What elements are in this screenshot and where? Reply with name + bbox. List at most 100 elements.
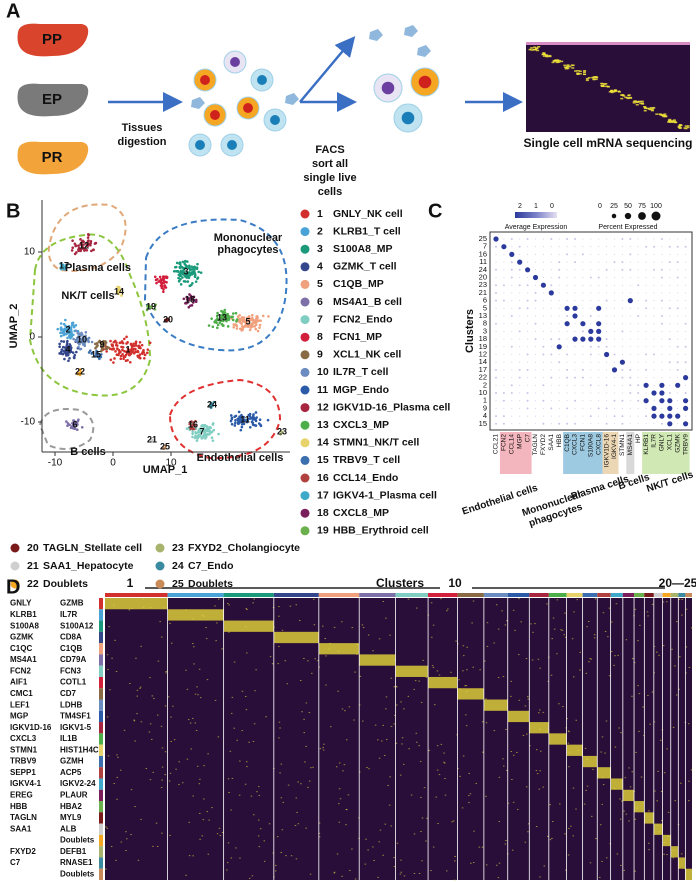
dot <box>519 323 521 325</box>
dot <box>502 392 505 394</box>
dot <box>550 261 552 263</box>
dot <box>527 261 529 263</box>
cell-point <box>72 419 76 423</box>
cell-point <box>93 342 97 346</box>
cell-point <box>110 343 114 346</box>
speck <box>538 709 541 711</box>
dot <box>503 277 505 278</box>
speck <box>567 854 570 856</box>
cell-point <box>128 360 132 364</box>
speck <box>635 751 637 753</box>
cell-point <box>215 314 219 318</box>
legend-number: 23 <box>172 542 184 554</box>
dot <box>495 368 497 371</box>
speck <box>628 767 630 769</box>
cell-point <box>83 247 87 250</box>
dot <box>590 323 592 325</box>
dot <box>503 338 505 340</box>
cell-point <box>76 336 79 340</box>
dot <box>614 338 615 340</box>
dot <box>495 330 497 332</box>
speck <box>198 783 201 785</box>
seq-cell <box>652 106 656 109</box>
dot <box>598 377 600 379</box>
speck <box>244 783 247 785</box>
dot <box>605 422 608 425</box>
cell-point <box>248 412 252 416</box>
cell-point <box>62 340 66 343</box>
seq-cell <box>542 55 546 57</box>
cell-point <box>105 350 108 353</box>
cell-point <box>205 426 209 429</box>
speck <box>173 739 176 741</box>
legend-label: XCL1_NK cell <box>333 349 401 361</box>
speck <box>328 648 330 650</box>
speck <box>130 834 132 836</box>
speck <box>236 739 238 741</box>
speck <box>407 695 410 697</box>
seq-cell <box>667 119 671 122</box>
legend-number: 5 <box>317 278 323 290</box>
speck <box>470 862 472 864</box>
speck <box>250 795 253 797</box>
speck <box>505 840 507 842</box>
legend-number: 22 <box>27 578 39 590</box>
dot <box>685 338 687 340</box>
cell-point <box>172 269 176 273</box>
dot <box>685 238 687 240</box>
cluster-label: 7 <box>199 426 204 436</box>
speck <box>333 872 336 874</box>
speck <box>457 768 459 770</box>
cell-point <box>90 340 94 344</box>
speck <box>140 818 142 820</box>
group-band <box>563 432 603 474</box>
dot <box>495 261 497 263</box>
cell-point <box>78 340 82 344</box>
speck <box>651 691 654 693</box>
speck <box>285 855 287 857</box>
speck <box>444 794 447 796</box>
seq-cell <box>534 48 538 51</box>
cell-point <box>59 322 63 325</box>
dot <box>621 338 623 340</box>
speck <box>337 650 340 652</box>
dot <box>589 345 592 348</box>
dot <box>550 300 552 302</box>
nucleus <box>401 111 415 125</box>
legend-swatch <box>300 508 310 518</box>
cell-point <box>150 438 153 442</box>
speck <box>674 665 676 667</box>
speck <box>607 636 609 638</box>
seq-cell <box>557 61 561 63</box>
speck <box>585 672 588 674</box>
speck <box>145 767 148 769</box>
speck <box>115 859 117 861</box>
speck <box>675 694 678 696</box>
speck <box>527 831 529 833</box>
dot <box>566 284 568 286</box>
dot <box>629 415 631 417</box>
dot <box>511 307 513 309</box>
dot <box>677 354 679 355</box>
gene-label: LEF1 <box>10 700 30 709</box>
nucleus <box>195 140 205 150</box>
speck <box>367 849 369 851</box>
speck <box>502 676 505 678</box>
speck <box>385 617 387 619</box>
cluster-bar <box>548 593 567 597</box>
cell-point <box>181 260 185 264</box>
speck <box>368 768 370 770</box>
cell-point <box>203 423 207 427</box>
speck <box>608 607 611 609</box>
speck <box>605 857 608 859</box>
speck <box>359 771 361 773</box>
dot <box>677 269 679 271</box>
dot <box>590 407 592 409</box>
cluster-tick: 13 <box>479 311 487 320</box>
dot <box>572 336 578 342</box>
block <box>223 620 274 632</box>
dot <box>503 377 505 379</box>
cell-point <box>121 352 124 356</box>
speck <box>472 861 475 863</box>
cell-point <box>184 266 188 269</box>
